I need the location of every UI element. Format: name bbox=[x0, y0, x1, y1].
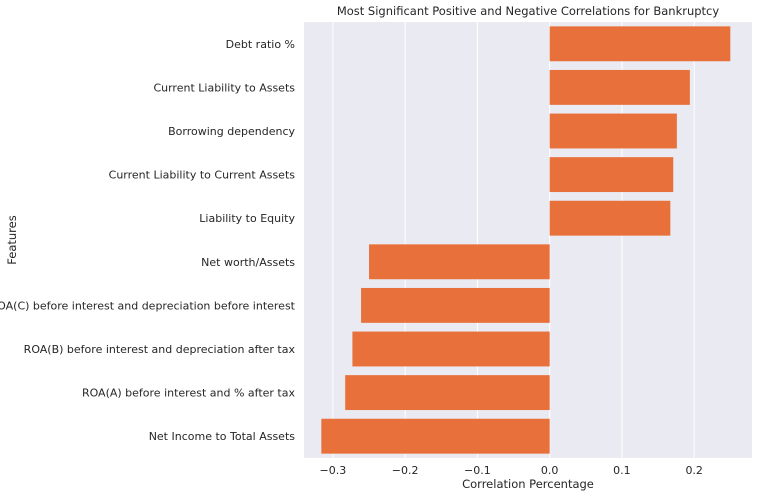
bar bbox=[549, 200, 671, 236]
bar bbox=[369, 244, 550, 280]
x-tick-label: 0.0 bbox=[541, 464, 559, 477]
bar bbox=[352, 331, 550, 367]
y-tick-label: Debt ratio % bbox=[226, 38, 295, 51]
y-tick-label: ROA(A) before interest and % after tax bbox=[82, 387, 296, 400]
bar bbox=[549, 157, 674, 193]
bar bbox=[549, 26, 731, 62]
x-tick-label: −0.2 bbox=[392, 464, 419, 477]
y-tick-label: ROA(B) before interest and depreciation … bbox=[24, 343, 296, 356]
x-tick-label: 0.2 bbox=[685, 464, 703, 477]
bars bbox=[321, 26, 731, 454]
x-tick-labels: −0.3 −0.2 −0.1 0.0 0.1 0.2 bbox=[320, 464, 703, 477]
y-axis-label: Features bbox=[5, 215, 19, 264]
bar bbox=[321, 418, 550, 454]
y-tick-label: Liability to Equity bbox=[199, 212, 295, 225]
y-tick-label: ROA(C) before interest and depreciation … bbox=[0, 299, 296, 312]
y-tick-label: Net Income to Total Assets bbox=[149, 430, 296, 443]
bar bbox=[549, 113, 677, 149]
x-tick-label: 0.1 bbox=[613, 464, 631, 477]
x-tick-label: −0.3 bbox=[320, 464, 347, 477]
x-tick-label: −0.1 bbox=[464, 464, 491, 477]
y-tick-label: Current Liability to Assets bbox=[153, 81, 295, 94]
y-tick-label: Net worth/Assets bbox=[201, 256, 295, 269]
x-axis-label: Correlation Percentage bbox=[462, 477, 594, 491]
bar bbox=[361, 287, 550, 323]
chart-title: Most Significant Positive and Negative C… bbox=[337, 4, 720, 18]
bar bbox=[345, 375, 550, 411]
y-tick-label: Current Liability to Current Assets bbox=[109, 169, 296, 182]
y-tick-label: Borrowing dependency bbox=[168, 125, 295, 138]
bar bbox=[549, 69, 690, 105]
y-tick-labels: Debt ratio % Current Liability to Assets B… bbox=[0, 38, 296, 443]
